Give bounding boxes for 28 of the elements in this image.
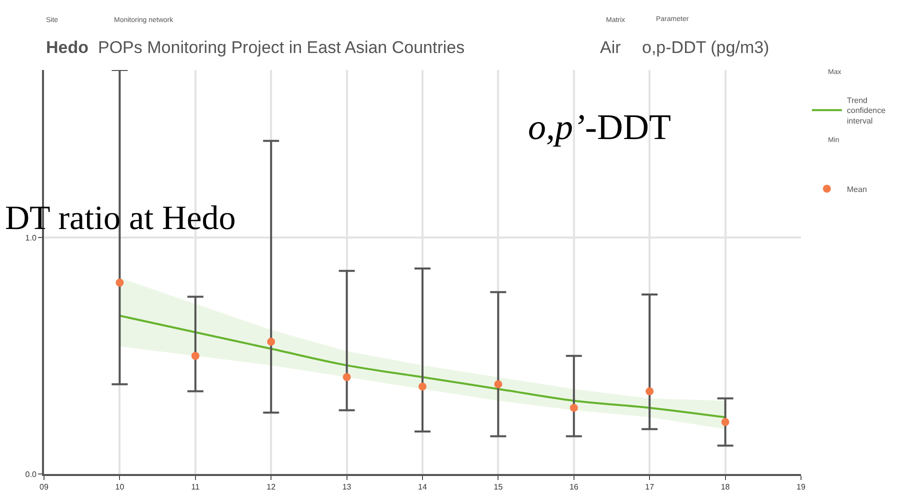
x-tick-label: 16	[569, 482, 579, 492]
x-tick-label: 17	[645, 482, 655, 492]
x-tick-label: 18	[720, 482, 730, 492]
x-tick-label: 10	[115, 482, 125, 492]
point	[116, 278, 124, 287]
y-tick-label: 0.0	[25, 470, 37, 479]
legend-label: Mean	[846, 184, 867, 194]
annotation: o,p’-DDT	[528, 107, 671, 147]
x-tick-label: 13	[342, 482, 352, 492]
text: o,p-DDT (pg/m3)	[642, 38, 770, 57]
text: POPs Monitoring Project in East Asian Countries	[98, 38, 465, 57]
text: Air	[600, 38, 622, 57]
point	[646, 387, 654, 396]
point	[267, 338, 276, 346]
x-tick-label: 19	[796, 482, 806, 492]
point	[494, 380, 502, 388]
x-tick-label: 15	[494, 482, 504, 492]
point	[418, 382, 426, 391]
text: Hedo	[46, 38, 88, 57]
point	[570, 404, 578, 412]
point	[721, 418, 730, 426]
x-tick-label: 09	[40, 482, 49, 492]
point	[191, 352, 200, 360]
x-tick-label: 12	[266, 482, 276, 492]
point	[342, 373, 351, 382]
x-tick-label: 11	[191, 482, 200, 492]
x-tick-label: 14	[418, 482, 428, 492]
legend-label: Trend confidence interval	[846, 96, 886, 126]
